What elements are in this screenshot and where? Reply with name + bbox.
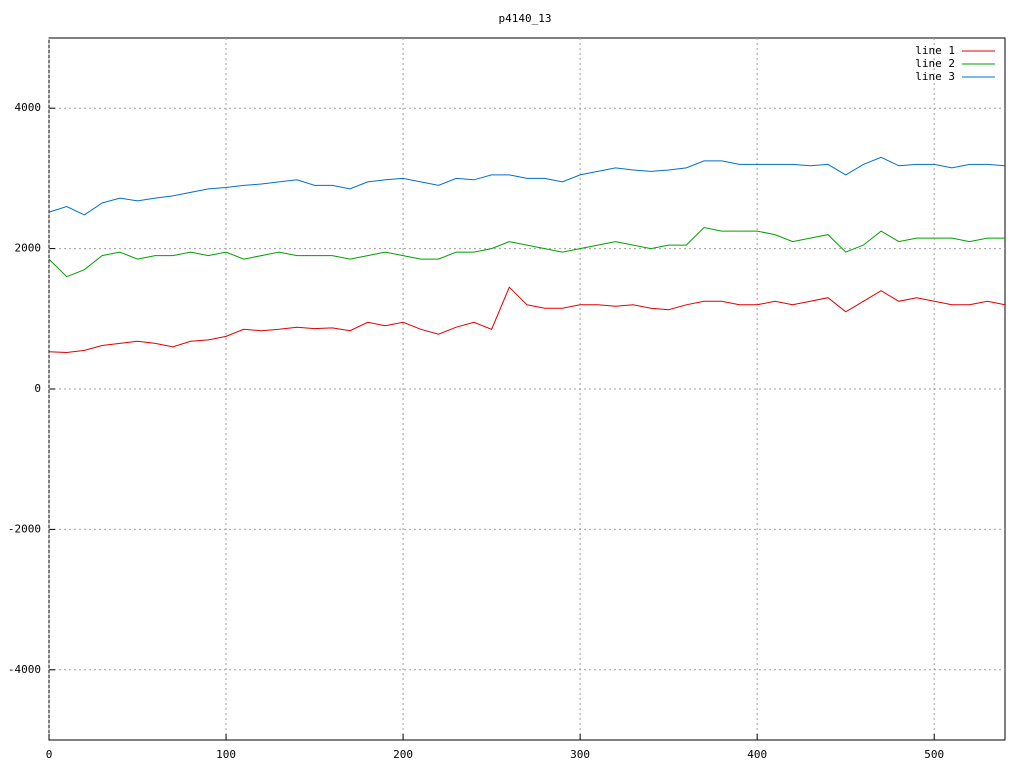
y-tick-label: 2000	[15, 242, 42, 255]
x-tick-label: 100	[216, 748, 236, 761]
y-tick-label: -4000	[8, 663, 41, 676]
series-line	[48, 156, 1006, 216]
chart-title: p4140_13	[499, 12, 552, 25]
plot-frame	[48, 37, 1006, 741]
x-tick-label: 0	[46, 748, 53, 761]
x-tick-label: 400	[747, 748, 767, 761]
series-line	[48, 226, 1005, 278]
y-tick-label: 0	[34, 382, 41, 395]
x-tick-label: 500	[924, 748, 944, 761]
legend-label: line 3	[915, 70, 955, 83]
y-tick-label: 4000	[15, 101, 42, 114]
x-tick-label: 300	[570, 748, 590, 761]
legend-label: line 1	[915, 44, 955, 57]
x-tick-label: 200	[393, 748, 413, 761]
legend-label: line 2	[915, 57, 955, 70]
y-tick-label: -2000	[8, 522, 41, 535]
series-line	[48, 286, 1006, 354]
